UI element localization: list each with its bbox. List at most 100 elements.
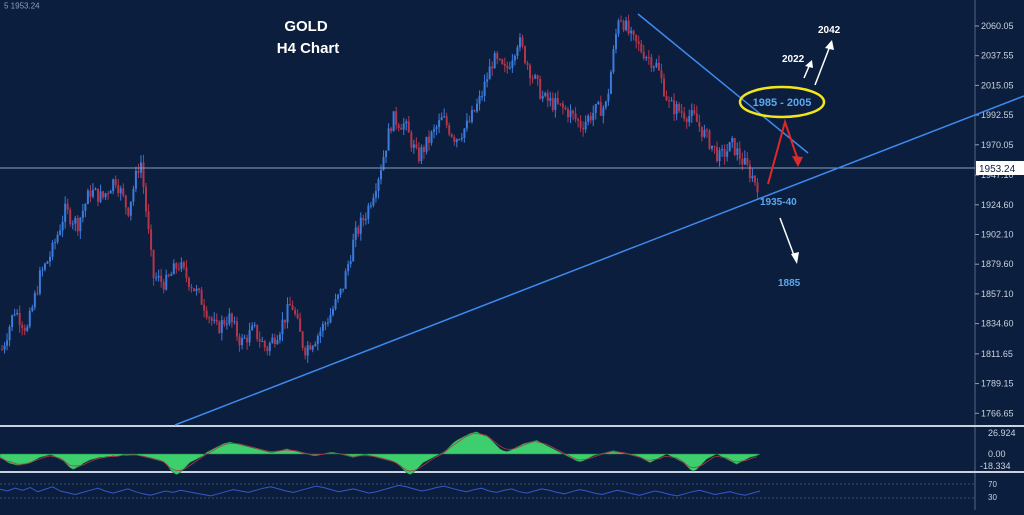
candle-body [119,188,122,194]
candle-body [407,121,410,133]
candle-body [241,338,244,346]
candle-body [604,101,607,108]
candle-body [635,34,638,42]
candle-body [716,146,719,162]
candle-body [314,343,317,347]
candle-body [36,293,39,295]
candle-body [21,325,24,328]
candle-body [64,203,67,222]
candle-body [410,132,413,148]
candle-body [147,211,150,230]
candle-body [680,111,683,113]
candle-body [124,195,127,208]
candle-body [675,103,678,115]
candle-body [357,227,360,234]
candle-body [294,309,297,315]
candle-body [627,20,630,34]
candle-body [243,337,246,339]
price-axis[interactable]: 2060.05 2037.55 2015.05 1992.55 1970.05 1947.… [975,21,1014,418]
candle-body [167,274,170,276]
candle-body [286,303,289,323]
candle-body [597,101,600,104]
candle-body [114,179,117,186]
candle-body [230,313,233,323]
candle-body [599,101,602,116]
candle-body [258,339,261,342]
chart-title: GOLD [284,18,327,35]
candle-body [726,151,729,157]
candle-body [736,148,739,155]
candle-body [122,188,125,196]
candle-body [117,185,120,194]
candle-body [387,128,390,151]
candle-body [225,323,228,325]
candle-body [422,147,425,152]
arrow-up-icon [825,40,834,50]
target-2042-label: 2042 [818,25,841,36]
candle-body [89,190,92,197]
target-zone-ellipse [738,85,826,119]
candle-body [440,117,443,121]
candle-body [458,139,461,141]
candle-body [463,128,466,138]
support-label: 1935-40 [760,197,797,208]
candle-body [529,65,532,79]
candle-body [541,95,544,99]
candle-body [460,137,463,140]
candle-body [556,98,559,104]
chart-subtitle: H4 Chart [277,40,340,57]
candle-body [190,287,193,289]
candle-body [470,110,473,122]
candle-body [577,119,580,121]
candle-body [132,188,135,202]
candle-body [746,157,749,165]
arrow-down-icon [791,252,799,264]
candle-body [678,103,681,112]
candle-body [331,308,334,315]
candle-body [630,30,633,34]
candle-body [700,126,703,137]
candle-body [718,150,721,162]
candle-body [142,162,145,187]
candle-body [61,221,64,231]
candle-body [49,256,52,262]
candle-body [617,20,620,35]
candle-body [69,209,72,224]
candle-body [38,270,41,294]
candle-body [506,65,509,69]
candle-body [380,170,382,180]
candle-body [3,345,6,350]
candle-body [11,315,14,328]
candle-body [417,147,420,162]
candle-body [382,157,385,171]
candle-body [753,175,756,183]
candle-body [309,345,312,350]
candle-body [210,317,213,321]
candle-body [344,271,347,289]
candle-body [228,313,231,324]
candle-body [551,98,554,110]
candle-body [582,127,585,130]
candle-body [569,110,572,118]
target-down-label: 1885 [778,278,801,289]
candle-body [546,92,549,101]
candle-body [283,319,286,323]
macd-signal-line [0,433,757,472]
candle-body [326,322,329,324]
candle-body [584,121,587,130]
candle-body [531,78,534,80]
candle-body [364,218,367,221]
candle-body [319,331,322,336]
candle-body [468,120,471,122]
current-price-label: 1953.24 [979,164,1016,175]
candle-body [321,323,324,332]
candle-body [708,130,711,149]
candle-body [443,116,446,118]
candle-body [170,274,173,276]
candle-body [354,227,357,240]
candle-body [698,121,701,127]
candle-body [498,58,501,60]
candle-body [160,275,163,282]
candle-body [622,21,625,30]
candle-body [453,136,456,142]
